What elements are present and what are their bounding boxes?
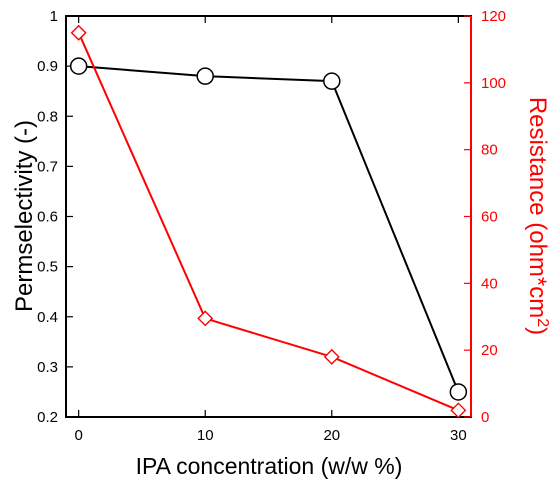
- right-y-axis-label-base: Resistance (ohm*cm: [524, 97, 550, 318]
- left-y-tick-label-4: 0.6: [37, 209, 58, 226]
- x-tick-label-1: 10: [197, 427, 214, 444]
- right-y-tick-label-4: 80: [481, 142, 498, 159]
- left-y-tick-label-3: 0.5: [37, 259, 58, 276]
- series-1-point-4: [449, 383, 468, 401]
- right-y-axis-label: Resistance (ohm*cm2): [524, 97, 550, 335]
- x-tick-label-3: 30: [450, 427, 467, 444]
- series-line-2: [77, 32, 459, 412]
- left-y-tick-label-8: 1: [50, 8, 58, 25]
- axes-layer: 0 10 20 300.20.30.40.50.60.70.80.9102040608…: [37, 8, 506, 444]
- left-y-tick-label-2: 0.4: [37, 309, 58, 326]
- right-y-axis-label-superscript: 2: [535, 318, 550, 327]
- right-y-tick-label-1: 20: [481, 342, 498, 359]
- series-1-point-2: [196, 67, 214, 85]
- left-y-tick-label-1: 0.3: [37, 359, 58, 376]
- series-1-point-3: [323, 72, 341, 90]
- right-y-tick-label-3: 60: [481, 209, 498, 226]
- right-y-tick-label-5: 100: [481, 75, 506, 92]
- series-2-point-1: [70, 24, 87, 41]
- series-2-point-4: [450, 402, 467, 419]
- left-y-tick-label-7: 0.9: [37, 58, 58, 75]
- right-y-tick-label-6: 120: [481, 8, 506, 25]
- x-tick-label-0: 0: [74, 427, 82, 444]
- x-tick-label-2: 20: [323, 427, 340, 444]
- left-y-tick-label-6: 0.8: [37, 108, 58, 125]
- series-layer: [69, 24, 468, 419]
- x-axis-label: IPA concentration (w/w %): [136, 453, 403, 479]
- right-y-axis-label-suffix: ): [524, 327, 550, 335]
- left-y-tick-label-0: 0.2: [37, 409, 58, 426]
- left-y-axis-label: Permselectivity (-): [11, 120, 38, 312]
- series-2-point-3: [323, 348, 340, 365]
- left-y-tick-label-5: 0.7: [37, 158, 58, 175]
- series-line-1: [78, 65, 460, 393]
- right-y-tick-label-0: 0: [481, 409, 489, 426]
- plot-frame: [65, 15, 472, 418]
- right-y-tick-label-2: 40: [481, 275, 498, 292]
- series-2-point-2: [197, 310, 214, 327]
- series-1-point-1: [69, 57, 88, 75]
